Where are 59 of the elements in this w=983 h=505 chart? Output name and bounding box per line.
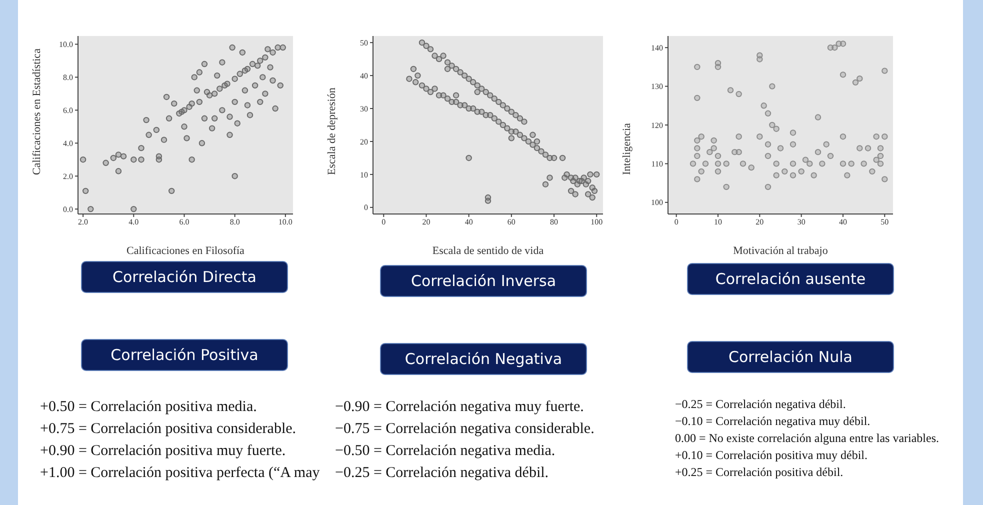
y-tick-label: 2.0 <box>63 172 73 181</box>
text: −0.25 = Correlación negativa débil. <box>335 464 550 483</box>
text: −0.50 = Correlación negativa media. <box>335 442 556 461</box>
x-tick-label: 0 <box>382 218 386 227</box>
text: Correlación Directa <box>112 268 256 286</box>
y-axis-title: Calificaciones en Estadística <box>30 48 43 175</box>
y-tick-label: 4.0 <box>63 138 73 148</box>
y-tick-label: 0 <box>364 203 368 212</box>
y-tick-label: 140 <box>651 43 663 52</box>
x-tick-label: 40 <box>464 218 473 227</box>
x-tick-label: 80 <box>550 218 558 227</box>
x-axis-title: Motivación al trabajo <box>733 245 828 257</box>
y-tick-label: 30 <box>360 104 368 114</box>
y-tick-label: 10.0 <box>59 40 73 50</box>
y-tick-label: 130 <box>651 82 663 92</box>
x-tick-label: 20 <box>756 218 764 227</box>
text: Correlación Positiva <box>110 346 258 364</box>
x-tick-label: 50 <box>880 218 889 227</box>
x-tick-label: 10.0 <box>278 218 292 227</box>
text: −0.25 = Correlación negativa débil. <box>675 396 847 413</box>
x-tick-label: 2.0 <box>78 218 88 227</box>
text: +1.00 = Correlación positiva perfecta (“A may <box>40 464 320 483</box>
y-tick-label: 10 <box>360 170 368 180</box>
text: Correlación Nula <box>728 348 852 366</box>
text: Correlación Negativa <box>404 350 562 368</box>
y-axis-title: Escala de depresión <box>326 87 338 175</box>
text: +0.25 = Correlación positiva débil. <box>675 464 844 481</box>
text: 0.00 = No existe correlación alguna entre las variables. <box>675 430 939 447</box>
x-tick-label: 100 <box>590 218 603 227</box>
x-tick-label: 6.0 <box>179 218 190 227</box>
text: −0.10 = Correlación negativa muy débil. <box>675 413 872 430</box>
y-tick-label: 20 <box>360 137 368 146</box>
text: +0.50 = Correlación positiva media. <box>40 398 258 417</box>
y-tick-label: 6.0 <box>63 106 73 116</box>
y-tick-label: 120 <box>651 120 663 130</box>
y-tick-label: 0.0 <box>63 204 73 214</box>
x-tick-label: 20 <box>422 218 430 227</box>
x-tick-label: 60 <box>507 218 516 227</box>
x-tick-label: 0 <box>674 218 678 227</box>
y-tick-label: 100 <box>651 198 663 208</box>
text: −0.75 = Correlación negativa considerable. <box>335 420 594 439</box>
x-tick-label: 10 <box>714 218 722 227</box>
text: Correlación ausente <box>715 270 866 288</box>
y-tick-label: 110 <box>651 160 663 169</box>
text: Correlación Inversa <box>410 272 556 290</box>
x-tick-label: 8.0 <box>230 218 240 227</box>
x-axis-title: Escala de sentido de vida <box>432 245 544 257</box>
text: +0.10 = Correlación positiva muy débil. <box>675 447 869 464</box>
text: +0.90 = Correlación positiva muy fuerte. <box>40 442 287 461</box>
text: +0.75 = Correlación positiva considerable. <box>40 420 298 439</box>
x-tick-label: 30 <box>797 218 806 227</box>
y-tick-label: 40 <box>360 71 368 80</box>
y-axis-title: Inteligencia <box>620 122 633 175</box>
text: −0.90 = Correlación negativa muy fuerte. <box>335 398 585 417</box>
x-tick-label: 4.0 <box>128 218 139 227</box>
x-axis-title: Calificaciones en Filosofía <box>126 245 245 257</box>
y-tick-label: 50 <box>360 38 368 48</box>
x-tick-label: 40 <box>839 218 847 227</box>
y-tick-label: 8.0 <box>63 73 73 82</box>
